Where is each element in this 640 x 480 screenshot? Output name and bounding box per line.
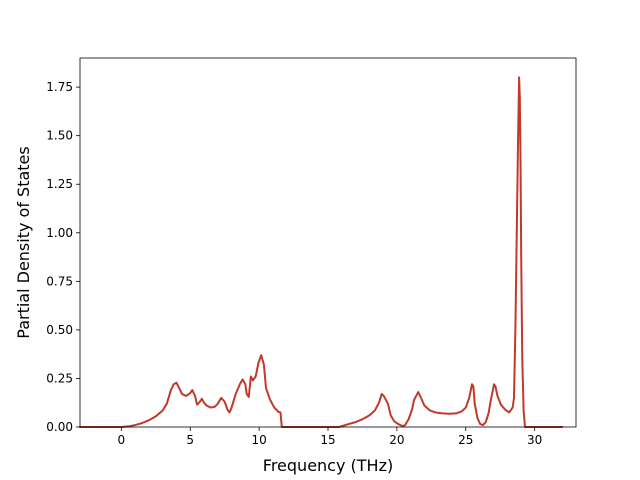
x-tick-label: 5 [186, 433, 194, 447]
plot-area [79, 76, 564, 428]
x-axis-ticks: 0 5 10 15 20 25 30 [118, 427, 542, 447]
y-tick-label: 1.50 [46, 129, 73, 143]
y-tick-label: 0.75 [46, 274, 73, 288]
y-tick-label: 0.50 [46, 323, 73, 337]
y-tick-label: 0.00 [46, 420, 73, 434]
x-axis-label: Frequency (THz) [263, 456, 393, 475]
y-axis-label: Partial Density of States [14, 146, 33, 338]
y-tick-label: 1.25 [46, 177, 73, 191]
x-tick-label: 20 [389, 433, 404, 447]
pdos-series-line [79, 76, 564, 428]
y-axis-ticks: 0.00 0.25 0.50 0.75 1.00 1.25 1.50 1.75 [46, 80, 80, 434]
y-tick-label: 0.25 [46, 371, 73, 385]
x-tick-label: 10 [251, 433, 266, 447]
y-tick-label: 1.75 [46, 80, 73, 94]
x-tick-label: 15 [320, 433, 335, 447]
y-tick-label: 1.00 [46, 226, 73, 240]
x-tick-label: 0 [118, 433, 126, 447]
x-tick-label: 25 [458, 433, 473, 447]
x-tick-label: 30 [527, 433, 542, 447]
